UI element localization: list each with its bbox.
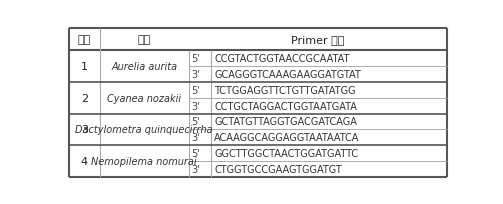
Text: CCGTACTGGTAACCGCAATAT: CCGTACTGGTAACCGCAATAT xyxy=(214,54,350,64)
Text: 3: 3 xyxy=(80,125,88,135)
Text: 3': 3' xyxy=(191,164,200,174)
Text: 1: 1 xyxy=(80,62,88,72)
Text: CCTGCTAGGACTGGTAATGATA: CCTGCTAGGACTGGTAATGATA xyxy=(214,101,357,111)
Text: 5': 5' xyxy=(191,54,200,64)
Text: CTGGTGCCGAAGTGGATGT: CTGGTGCCGAAGTGGATGT xyxy=(214,164,342,174)
Text: 3': 3' xyxy=(191,70,200,80)
Text: 번호: 번호 xyxy=(77,35,91,45)
Text: GCTATGTTAGGTGACGATCAGA: GCTATGTTAGGTGACGATCAGA xyxy=(214,117,357,127)
Text: Dactylometra quinquecirrha: Dactylometra quinquecirrha xyxy=(75,125,213,135)
Text: 3': 3' xyxy=(191,133,200,143)
Text: 5': 5' xyxy=(191,148,200,158)
Text: GGCTTGGCTAACTGGATGATTC: GGCTTGGCTAACTGGATGATTC xyxy=(214,148,359,158)
Text: ACAAGGCAGGAGGTAATAATCA: ACAAGGCAGGAGGTAATAATCA xyxy=(214,133,360,143)
Text: 5': 5' xyxy=(191,117,200,127)
Text: TCTGGAGGTTCTGTTGATATGG: TCTGGAGGTTCTGTTGATATGG xyxy=(214,85,356,95)
Text: 3': 3' xyxy=(191,101,200,111)
Text: 5': 5' xyxy=(191,85,200,95)
Text: Aurelia aurita: Aurelia aurita xyxy=(111,62,177,72)
Text: Cyanea nozakii: Cyanea nozakii xyxy=(107,93,181,103)
Text: Primer 서열: Primer 서열 xyxy=(291,35,345,45)
Text: GCAGGGTCAAAGAAGGATGTAT: GCAGGGTCAAAGAAGGATGTAT xyxy=(214,70,361,80)
Text: Nemopilema nomurai: Nemopilema nomurai xyxy=(92,156,197,166)
Text: 2: 2 xyxy=(80,93,88,103)
Text: 종명: 종명 xyxy=(137,35,151,45)
Text: 4: 4 xyxy=(80,156,88,166)
